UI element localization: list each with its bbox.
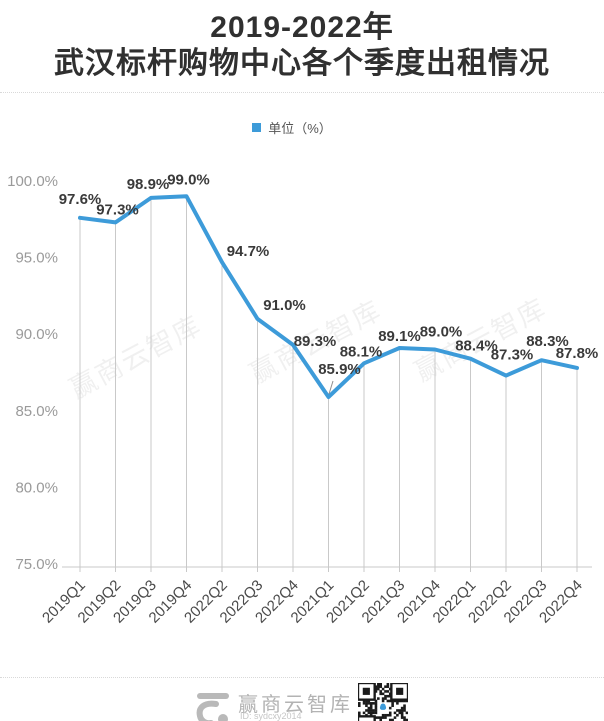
chart-title: 2019-2022年 武汉标杆购物中心各个季度出租情况 bbox=[0, 0, 604, 82]
qr-code bbox=[358, 683, 408, 721]
x-tick-label: 2021Q2 bbox=[323, 577, 373, 627]
x-tick-label: 2019Q2 bbox=[75, 577, 125, 627]
brand-cloud-logo-icon bbox=[196, 693, 229, 721]
data-label: 94.7% bbox=[227, 243, 270, 260]
watermark-text: 赢商云智库 bbox=[245, 295, 387, 390]
header-divider bbox=[0, 92, 604, 93]
legend-swatch-icon bbox=[252, 123, 262, 132]
x-tick-label: 2022Q2 bbox=[465, 577, 515, 627]
data-label: 91.0% bbox=[263, 297, 306, 314]
y-tick-label: 85.0% bbox=[15, 403, 58, 420]
x-tick-label: 2022Q4 bbox=[252, 577, 302, 627]
x-tick-label: 2019Q1 bbox=[39, 577, 89, 627]
x-tick-label: 2022Q3 bbox=[501, 577, 551, 627]
data-label: 89.1% bbox=[378, 328, 421, 345]
y-tick-label: 100.0% bbox=[7, 173, 58, 190]
legend: 单位（%） bbox=[0, 118, 604, 137]
x-tick-label: 2019Q4 bbox=[146, 577, 196, 627]
x-tick-label: 2021Q4 bbox=[394, 577, 444, 627]
x-tick-label: 2022Q4 bbox=[536, 577, 586, 627]
x-tick-label: 2022Q3 bbox=[217, 577, 267, 627]
data-label: 88.1% bbox=[340, 343, 383, 360]
footer-wechat-id: ID: sydcxy2014 bbox=[240, 711, 302, 721]
data-label: 87.3% bbox=[491, 347, 534, 364]
label-leader-line bbox=[328, 380, 334, 395]
x-tick-label: 2022Q2 bbox=[181, 577, 231, 627]
data-label: 97.3% bbox=[96, 201, 139, 218]
legend-label: 单位（%） bbox=[268, 121, 332, 136]
data-label: 97.6% bbox=[59, 191, 102, 208]
chart-title-line1: 2019-2022年 bbox=[210, 11, 394, 44]
y-tick-label: 95.0% bbox=[15, 250, 58, 267]
occupancy-line bbox=[78, 194, 579, 399]
x-tick-label: 2021Q1 bbox=[288, 577, 338, 627]
x-tick-label: 2019Q3 bbox=[110, 577, 160, 627]
x-tick-label: 2021Q3 bbox=[359, 577, 409, 627]
data-label: 85.9% bbox=[318, 361, 361, 378]
data-label: 89.0% bbox=[420, 324, 463, 341]
x-tick-label: 2022Q1 bbox=[430, 577, 480, 627]
data-label: 88.3% bbox=[526, 333, 569, 350]
chart-title-line2: 武汉标杆购物中心各个季度出租情况 bbox=[54, 47, 550, 80]
data-label: 98.9% bbox=[127, 176, 170, 193]
data-label: 87.8% bbox=[556, 345, 599, 362]
watermark-text: 赢商云智库 bbox=[65, 310, 207, 405]
watermark-text: 赢商云智库 bbox=[410, 293, 552, 388]
footer-divider bbox=[0, 677, 604, 678]
data-label: 88.4% bbox=[455, 338, 498, 355]
data-label: 89.3% bbox=[294, 333, 337, 350]
legend-item: 单位（%） bbox=[252, 118, 332, 137]
y-tick-label: 90.0% bbox=[15, 326, 58, 343]
y-tick-label: 80.0% bbox=[15, 479, 58, 496]
data-label: 99.0% bbox=[167, 171, 210, 188]
y-tick-label: 75.0% bbox=[15, 556, 58, 573]
footer-brand-text: 赢商云智库 bbox=[238, 694, 353, 716]
